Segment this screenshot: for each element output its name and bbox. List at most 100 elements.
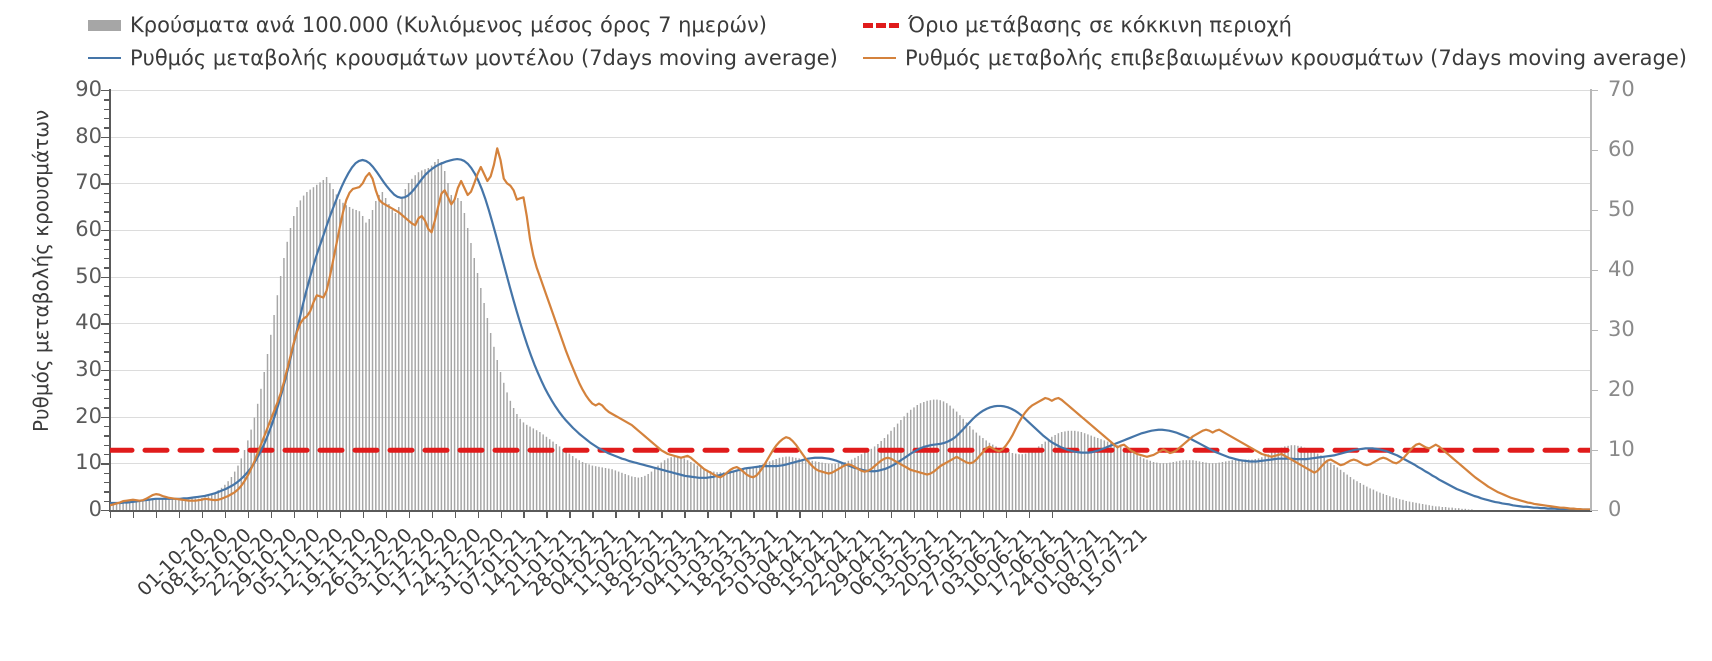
bar [1198, 461, 1201, 510]
bar [1014, 453, 1017, 510]
bar [1464, 508, 1467, 510]
x-axis-tick [776, 510, 778, 518]
bar [978, 435, 981, 510]
bar [699, 467, 702, 510]
left-axis-line [109, 89, 111, 511]
bar [1408, 501, 1411, 510]
bar [913, 407, 915, 510]
y-axis-tick [104, 360, 110, 363]
bar [673, 456, 676, 510]
bar [1428, 505, 1430, 510]
y-axis-tick [101, 276, 110, 279]
legend-item-model-line[interactable]: Ρυθμός μεταβολής κρουσμάτων μοντέλου (7d… [88, 46, 838, 70]
bar [936, 399, 938, 510]
bar [1385, 495, 1388, 510]
y-axis-tick [101, 136, 110, 139]
bar [804, 459, 807, 510]
bar [378, 195, 380, 510]
bar [450, 195, 453, 510]
bar [775, 459, 777, 510]
bar [608, 468, 610, 510]
bar [850, 459, 853, 510]
bar [969, 426, 971, 510]
bar [726, 471, 728, 510]
bar [358, 211, 361, 510]
bar [1290, 445, 1293, 510]
bar [1159, 463, 1161, 510]
bar [1261, 457, 1263, 510]
bar [1087, 434, 1089, 510]
bar [657, 465, 659, 510]
bar [578, 460, 580, 510]
bar [1392, 497, 1394, 510]
legend-label-bars: Κρούσματα ανά 100.000 (Κυλιόμενος μέσος … [130, 13, 767, 37]
bar [1044, 441, 1046, 510]
bar [860, 454, 863, 510]
gridline [110, 416, 1590, 418]
legend-item-confirmed-line[interactable]: Ρυθμός μεταβολής επιβεβαιωμένων κρουσμάτ… [863, 46, 1687, 70]
bar [1461, 508, 1463, 510]
bar [946, 403, 948, 510]
bar [1280, 447, 1283, 510]
bar [398, 207, 400, 510]
bar [1218, 462, 1220, 510]
bar [877, 444, 879, 510]
bar [926, 400, 928, 510]
bar [434, 162, 436, 510]
bar [411, 178, 413, 510]
bar [161, 498, 164, 510]
bar [1287, 445, 1289, 510]
bar [1090, 435, 1092, 510]
x-axis-tick [592, 510, 594, 518]
bar [755, 466, 758, 510]
y-axis-tick-right [1590, 510, 1598, 512]
x-axis-tick [293, 510, 296, 518]
bar [1221, 462, 1224, 510]
bar [1326, 460, 1329, 510]
bar [489, 333, 492, 510]
bar [1379, 492, 1381, 510]
bar [443, 171, 446, 510]
x-axis-tick [936, 510, 939, 518]
y-axis-tick [104, 388, 110, 391]
x-axis-tick [110, 510, 112, 518]
bar [1028, 452, 1030, 510]
bar [207, 496, 210, 510]
bar [1346, 474, 1348, 510]
x-axis-line [109, 510, 1592, 512]
legend-item-bars[interactable]: Κρούσματα ανά 100.000 (Κυλιόμενος μέσος … [88, 13, 767, 37]
y-axis-tick [104, 491, 110, 493]
bar [581, 462, 584, 510]
y-axis-tick [104, 248, 110, 251]
y-axis-tick [101, 183, 110, 185]
bar [1339, 469, 1342, 510]
bar [345, 205, 348, 510]
x-axis-tick [959, 510, 962, 518]
bar [1264, 456, 1266, 510]
gridline [110, 230, 1590, 231]
bar [503, 382, 505, 510]
bar [1333, 465, 1335, 510]
bar [201, 498, 203, 510]
bar [778, 457, 781, 510]
bar [1080, 432, 1083, 510]
bar [1165, 463, 1168, 510]
bar [896, 423, 899, 510]
bar [660, 462, 663, 510]
bar [686, 460, 689, 510]
model-line-path [110, 157, 1590, 510]
bar [808, 460, 810, 510]
x-axis-tick [730, 510, 732, 518]
x-axis-tick [408, 510, 411, 518]
y-axis-tick [104, 351, 110, 353]
bar [463, 213, 466, 510]
x-axis-tick [500, 510, 502, 518]
bar [824, 463, 827, 510]
bar [1471, 509, 1473, 510]
bar [781, 457, 784, 510]
bar [765, 462, 768, 510]
bar [1034, 448, 1037, 510]
legend-item-threshold[interactable]: Όριο μετάβασης σε κόκκινη περιοχή [863, 13, 1292, 37]
bar [1313, 451, 1316, 510]
bar [132, 501, 134, 510]
